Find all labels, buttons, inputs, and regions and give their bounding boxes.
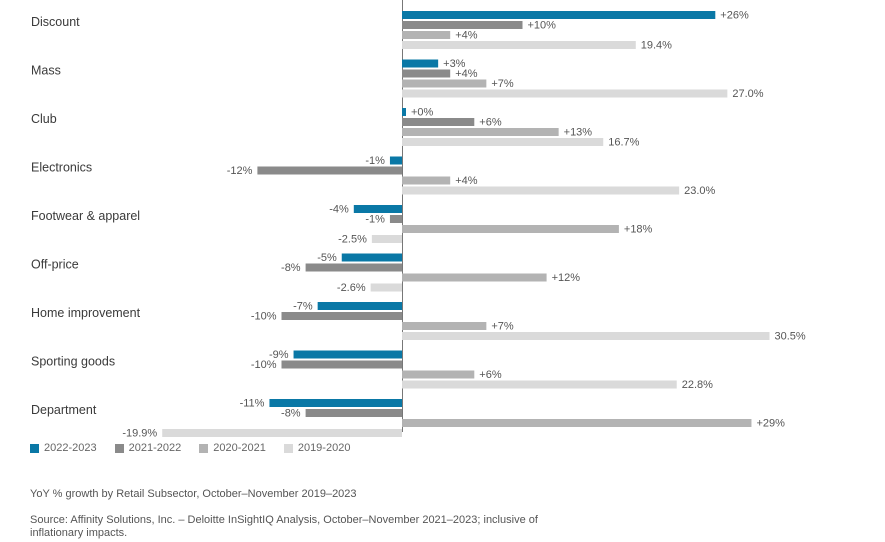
data-label: -2.5% <box>338 234 367 246</box>
bar <box>402 69 451 78</box>
data-label: +7% <box>491 321 514 333</box>
chart-caption: YoY % growth by Retail Subsector, Octobe… <box>30 488 357 500</box>
legend-swatch <box>283 443 293 453</box>
bar <box>317 302 402 310</box>
data-label: +4% <box>455 175 478 187</box>
bar <box>402 186 680 195</box>
source-note: Source: Affinity Solutions, Inc. – Deloi… <box>30 514 538 539</box>
legend-swatch <box>114 443 124 453</box>
data-label: -1% <box>365 155 385 167</box>
data-label: -8% <box>281 408 301 420</box>
data-label: +29% <box>756 418 785 430</box>
legend-label: 2022-2023 <box>44 442 97 454</box>
bar <box>389 156 402 165</box>
bar <box>402 419 752 427</box>
data-label: +18% <box>624 224 653 236</box>
bar <box>162 429 402 437</box>
legend-item-2019-2020: 2019-2020 <box>283 442 351 454</box>
data-label: 30.5% <box>775 331 806 343</box>
legend-item-2021-2022: 2021-2022 <box>114 442 182 454</box>
data-label: +3% <box>443 58 466 70</box>
bar <box>402 380 677 389</box>
category-label: Club <box>31 112 57 126</box>
category-label: Sporting goods <box>31 355 115 369</box>
bar <box>370 283 402 292</box>
data-label: -10% <box>251 311 277 323</box>
bar <box>371 235 402 243</box>
bar <box>353 205 402 213</box>
legend-label: 2021-2022 <box>128 442 182 454</box>
data-label: 22.8% <box>682 379 713 391</box>
bar <box>402 322 487 330</box>
legend-item-2020-2021: 2020-2021 <box>199 442 266 454</box>
bar <box>402 21 523 29</box>
bar <box>402 11 716 19</box>
data-label: -19.9% <box>122 428 157 440</box>
legend-swatch <box>199 443 209 453</box>
bar <box>389 215 402 223</box>
bar <box>402 225 619 233</box>
bar <box>281 312 402 320</box>
bar <box>402 89 728 98</box>
data-label: -4% <box>329 204 349 216</box>
legend-label: 2020-2021 <box>213 442 266 454</box>
bar <box>281 360 402 369</box>
category-label: Department <box>31 403 97 417</box>
data-label: 19.4% <box>641 40 672 52</box>
bar <box>402 273 547 282</box>
legend-item-2022-2023: 2022-2023 <box>30 442 97 454</box>
bar <box>341 253 402 262</box>
data-label: +13% <box>564 127 593 139</box>
category-label: Electronics <box>31 161 92 175</box>
data-label: -5% <box>317 252 337 264</box>
category-label: Footwear & apparel <box>31 209 140 223</box>
bar <box>402 118 475 126</box>
data-label: +26% <box>720 10 749 22</box>
data-label: +10% <box>528 20 557 32</box>
data-label: -8% <box>281 262 301 274</box>
data-label: 27.0% <box>732 88 763 100</box>
bar <box>305 263 402 272</box>
data-label: +4% <box>455 30 478 42</box>
bar <box>402 370 475 379</box>
bar <box>402 138 604 146</box>
bar <box>402 332 770 340</box>
data-label: 16.7% <box>608 137 639 149</box>
bar <box>305 409 402 417</box>
data-label: -12% <box>227 165 253 177</box>
data-label: -7% <box>293 301 313 313</box>
data-label: -2.6% <box>337 282 366 294</box>
bar <box>257 166 402 175</box>
bar-chart: Discount Mass Club Electronics Footwear & ap… <box>31 0 806 440</box>
data-label: -1% <box>365 214 385 226</box>
legend-swatch <box>30 443 39 453</box>
bar <box>402 59 439 68</box>
bar <box>402 108 406 116</box>
data-label: -9% <box>269 349 289 361</box>
bar <box>269 399 402 407</box>
data-label: +12% <box>552 272 581 284</box>
data-label: +0% <box>411 107 434 119</box>
legend-label: 2019-2020 <box>297 442 351 454</box>
data-label: -10% <box>251 359 277 371</box>
legend: 2022-2023 2021-2022 2020-2021 2019-2020 <box>30 442 350 454</box>
bar <box>402 79 487 88</box>
bar <box>402 41 636 49</box>
bar <box>293 350 402 359</box>
data-label: -11% <box>240 398 265 410</box>
category-label: Home improvement <box>31 306 141 320</box>
category-label: Off-price <box>31 258 79 272</box>
bar <box>402 176 451 185</box>
data-label: 23.0% <box>684 185 715 197</box>
data-label: +6% <box>479 117 502 129</box>
bar <box>402 31 451 39</box>
data-label: +7% <box>491 78 514 90</box>
category-label: Discount <box>31 15 80 29</box>
category-label: Mass <box>31 64 61 78</box>
data-label: +6% <box>479 369 502 381</box>
data-label: +4% <box>455 68 478 80</box>
bar <box>402 128 559 136</box>
